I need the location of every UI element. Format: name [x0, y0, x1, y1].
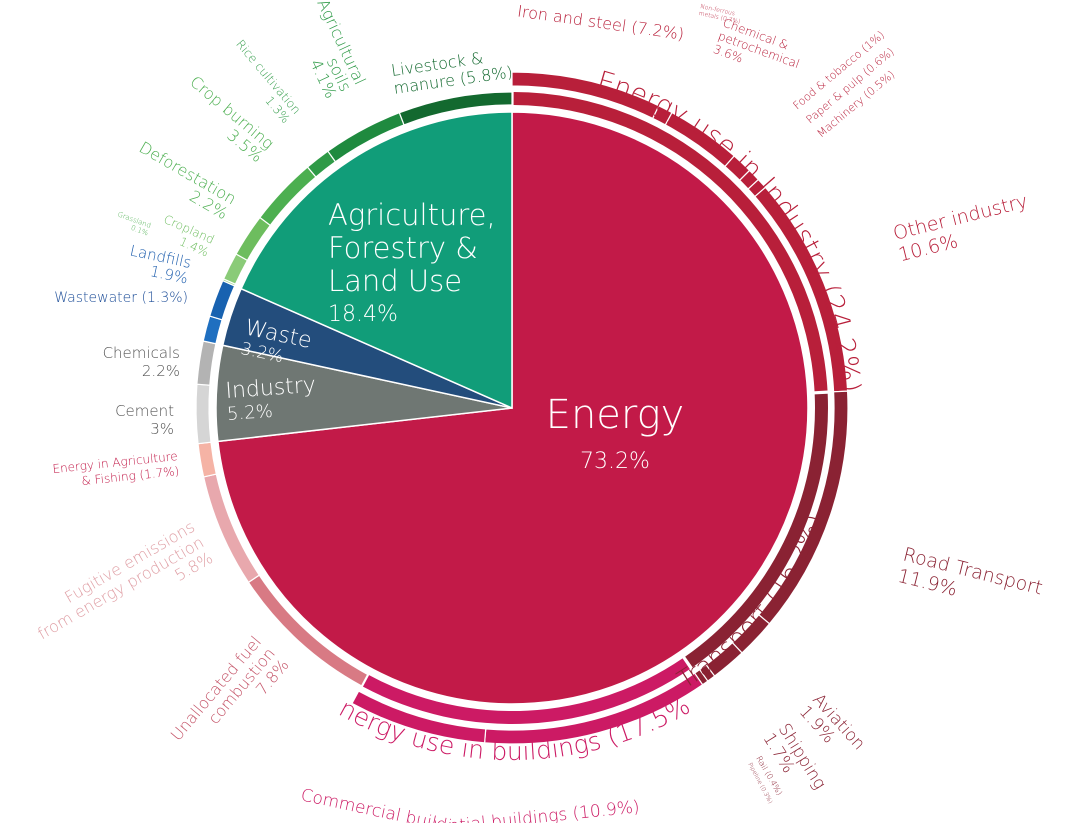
- outer-label-wastewater: Wastewater (1.3%): [54, 290, 188, 306]
- outer-label-deforestation-line: Deforestation: [136, 138, 240, 209]
- outer-label-chemicals-line: 2.2%: [142, 362, 180, 380]
- inner-label-afolu-line4: 18.4%: [328, 302, 398, 327]
- outer-label-fugitive-line: from energy production: [34, 533, 207, 644]
- outer-label-ironsteel-line: Iron and steel (7.2%): [516, 1, 685, 43]
- middle-arc-transport-16-2: [685, 393, 828, 668]
- inner-label-energy-line1: Energy: [546, 392, 685, 438]
- inner-label-afolu: Agriculture,Forestry &Land Use 18.4%: [328, 198, 496, 327]
- outer-arc-wastewater-1-3: [202, 315, 223, 345]
- outer-label-cement-line: Cement: [115, 402, 174, 420]
- inner-label-energy-line2: 73.2%: [580, 449, 650, 474]
- outer-label-cement-line: 3%: [150, 420, 174, 438]
- middle-ring: [362, 92, 828, 724]
- middle-arc-energy-use-in-buildings-17-5: [362, 658, 690, 724]
- outer-label-ironsteel: Iron and steel (7.2%): [516, 1, 685, 43]
- pie-slice-energy: [217, 111, 809, 705]
- outer-label-residential: Residential buildings (10.9%): [392, 797, 641, 823]
- outer-label-other_industry-line: Other industry: [891, 190, 1030, 245]
- outer-label-chemicals-line: Chemicals: [103, 344, 180, 362]
- outer-label-wastewater-line: Wastewater (1.3%): [54, 290, 188, 306]
- outer-label-agfish: Energy in Agriculture& Fishing (1.7%): [52, 449, 180, 488]
- pie-slice-afolu: [240, 111, 513, 410]
- outer-ring: [195, 71, 849, 745]
- inner-pie: [215, 111, 809, 705]
- inner-label-industry-line2: 5.2%: [226, 401, 273, 425]
- outer-arc-cement-3: [195, 383, 212, 445]
- inner-label-afolu-line3: Land Use: [328, 264, 462, 298]
- inner-label-afolu-line2: Forestry &: [328, 231, 478, 265]
- outer-label-residential-line: Residential buildings (10.9%): [392, 797, 641, 823]
- inner-label-afolu-line1: Agriculture,: [328, 198, 496, 232]
- inner-label-energy: Energy 73.2%: [546, 392, 685, 474]
- outer-label-livestock: Livestock &manure (5.8%): [390, 48, 514, 98]
- outer-arc-chemicals-2-2: [196, 340, 217, 386]
- outer-arc-livestock-manure-5-8: [398, 91, 513, 126]
- outer-arc-commercial-buildings-6-6: [351, 690, 487, 744]
- outer-arc-energy-in-agriculture-fishing-1-7: [197, 441, 218, 478]
